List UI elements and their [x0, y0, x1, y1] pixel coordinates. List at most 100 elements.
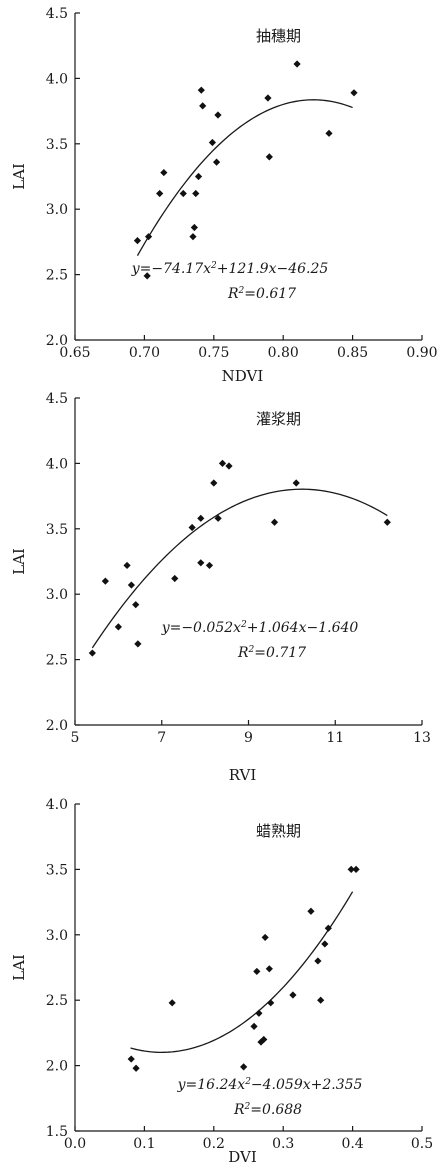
data-point [127, 581, 135, 589]
x-tick-label: 0.80 [268, 345, 299, 361]
y-tick-label: 1.5 [46, 1124, 68, 1140]
data-point [240, 1063, 248, 1071]
data-point [265, 965, 273, 973]
data-point [192, 189, 200, 198]
y-tick-label: 2.0 [46, 333, 68, 349]
x-tick-label: 7 [157, 730, 166, 746]
regression-equation: y=−74.17x2+121.9x−46.25 [131, 261, 329, 277]
x-tick-label: 0.85 [337, 345, 368, 361]
data-point [156, 189, 164, 198]
panel-3: 0.0 0.1 0.2 0.3 0.4 0.5 1.5 2.0 2.5 3.0 3.5 4.0 DVI L… [10, 797, 433, 1166]
data-point [144, 233, 153, 241]
data-point [214, 514, 222, 522]
y-tick-label: 4.5 [46, 6, 68, 22]
y-tick-label: 3.0 [46, 928, 68, 944]
y-tick-label: 3.0 [46, 587, 68, 603]
data-point [321, 940, 329, 948]
data-point [143, 272, 151, 280]
data-point [350, 89, 358, 97]
data-point [133, 236, 142, 245]
panel-title: 蜡熟期 [256, 822, 301, 840]
x-tick-label: 0.65 [59, 345, 90, 361]
data-point [264, 94, 272, 102]
data-point [352, 865, 360, 873]
y-tick-label: 3.0 [46, 202, 68, 218]
y-axis-label: LAI [10, 548, 28, 575]
data-point [250, 1022, 258, 1030]
data-point [293, 60, 301, 68]
data-point [253, 967, 261, 976]
data-point [307, 907, 315, 915]
y-tick-label: 4.0 [46, 797, 68, 813]
y-tick-label: 4.5 [46, 391, 68, 407]
data-point [325, 129, 333, 137]
data-point [179, 189, 187, 198]
data-point [132, 601, 140, 609]
panel-2: 5 7 9 11 13 2.0 2.5 3.0 3.5 4.0 4.5 RVI LAI 灌浆期 y=−0.0… [10, 391, 431, 784]
y-tick-label: 3.5 [46, 137, 68, 153]
y-tick-label: 4.0 [46, 456, 68, 472]
data-point [197, 559, 205, 567]
data-point [160, 168, 168, 177]
panel-title: 灌浆期 [256, 410, 301, 428]
y-tick-label: 2.0 [46, 1059, 68, 1075]
data-point [212, 158, 221, 166]
data-point [261, 933, 269, 942]
data-point [292, 479, 300, 487]
data-point [255, 1009, 263, 1017]
regression-curve [136, 99, 353, 257]
x-tick-label: 0.0 [64, 1136, 86, 1152]
data-point [324, 924, 332, 932]
data-point [101, 577, 109, 585]
data-point [194, 172, 203, 181]
data-point [171, 574, 179, 583]
x-tick-label: 0.4 [341, 1136, 363, 1152]
data-point [189, 233, 197, 241]
data-point [197, 514, 205, 522]
data-point [132, 1064, 140, 1072]
data-point [168, 999, 176, 1007]
data-point [190, 223, 198, 232]
x-tick-label: 0.2 [203, 1136, 225, 1152]
y-tick-label: 3.5 [46, 862, 68, 878]
x-tick-label: 0.3 [272, 1136, 294, 1152]
x-tick-label: 0.90 [406, 345, 437, 361]
y-tick-label: 2.5 [46, 268, 68, 284]
data-point [88, 649, 96, 657]
y-tick-label: 2.5 [46, 653, 68, 669]
x-tick-label: 13 [413, 730, 431, 746]
y-axis-label: LAI [10, 163, 28, 190]
x-tick-label: 0.5 [411, 1136, 433, 1152]
y-tick-label: 2.0 [46, 718, 68, 734]
data-point [210, 479, 218, 487]
panel-1: 0.65 0.70 0.75 0.80 0.85 0.90 2.0 2.5 3.0 3.5 4.0 4… [10, 6, 438, 385]
r-squared-label: R2=0.717 [237, 645, 306, 661]
r-squared-label: R2=0.617 [227, 286, 296, 302]
data-point [188, 523, 196, 532]
r-squared-label: R2=0.688 [233, 1102, 302, 1118]
y-axis-label: LAI [10, 954, 28, 981]
x-tick-label: 0.75 [198, 345, 229, 361]
data-point [199, 102, 207, 110]
data-point [205, 561, 214, 570]
y-tick-label: 3.5 [46, 522, 68, 538]
x-tick-label: 5 [71, 730, 80, 746]
x-axis-label: NDVI [222, 367, 264, 385]
data-point [134, 640, 142, 648]
x-axis-label: RVI [229, 766, 257, 784]
data-point [317, 996, 325, 1004]
data-point [347, 865, 355, 873]
data-point [265, 153, 273, 161]
data-point [270, 518, 279, 526]
data-point [260, 1035, 268, 1044]
regression-equation: y=−0.052x2+1.064x−1.640 [161, 620, 359, 636]
data-point [123, 561, 131, 570]
data-point [225, 462, 233, 470]
data-point [289, 991, 297, 999]
data-point [208, 138, 217, 147]
y-tick-label: 4.0 [46, 71, 68, 87]
data-point [383, 518, 391, 526]
data-point [127, 1055, 135, 1063]
x-tick-label: 11 [326, 730, 344, 746]
